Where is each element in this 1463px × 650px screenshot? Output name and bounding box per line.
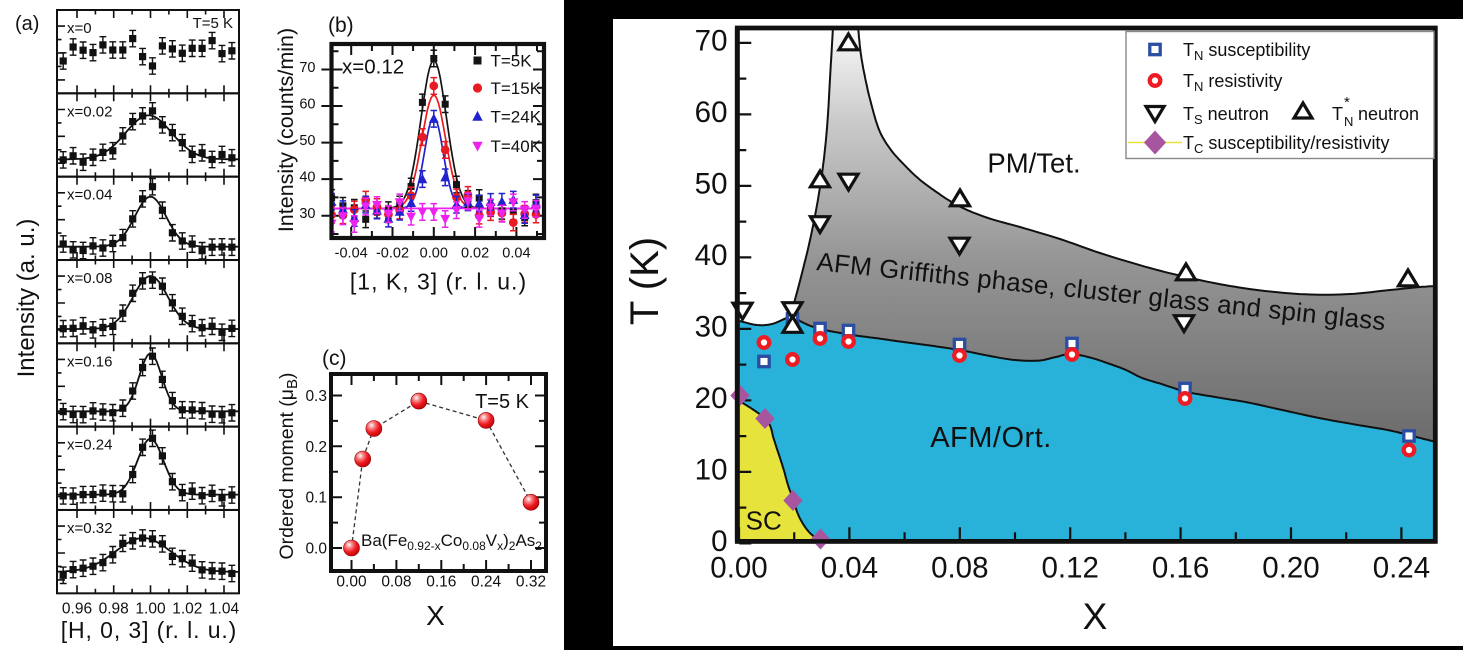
svg-text:0.08: 0.08 bbox=[381, 574, 411, 591]
svg-text:40: 40 bbox=[299, 170, 315, 186]
svg-text:TN susceptibility: TN susceptibility bbox=[1183, 40, 1310, 63]
svg-text:60: 60 bbox=[299, 97, 315, 113]
svg-text:10: 10 bbox=[695, 453, 728, 486]
svg-text:Ordered moment (μB): Ordered moment (μB) bbox=[276, 372, 301, 559]
svg-text:SC: SC bbox=[746, 506, 782, 536]
svg-text:0.2: 0.2 bbox=[305, 439, 327, 456]
svg-text:0: 0 bbox=[711, 525, 727, 558]
svg-text:50: 50 bbox=[695, 167, 728, 200]
svg-text:0.3: 0.3 bbox=[305, 388, 327, 405]
svg-text:(a): (a) bbox=[15, 13, 39, 35]
svg-text:T: T bbox=[1332, 104, 1343, 124]
svg-text:1.00: 1.00 bbox=[135, 601, 166, 618]
svg-text:x=0.16: x=0.16 bbox=[67, 353, 112, 370]
svg-text:30: 30 bbox=[299, 206, 315, 222]
svg-text:N: N bbox=[1344, 114, 1353, 129]
svg-text:-0.04: -0.04 bbox=[335, 246, 368, 262]
svg-text:X: X bbox=[1083, 596, 1108, 637]
svg-text:0.00: 0.00 bbox=[336, 574, 367, 591]
svg-text:0.32: 0.32 bbox=[516, 574, 546, 591]
svg-text:0.08: 0.08 bbox=[931, 552, 988, 585]
svg-text:70: 70 bbox=[695, 24, 728, 57]
svg-text:(b): (b) bbox=[328, 14, 354, 37]
svg-text:T (K): T (K) bbox=[623, 237, 667, 325]
svg-text:0.02: 0.02 bbox=[461, 246, 489, 262]
svg-text:X: X bbox=[426, 600, 445, 631]
svg-text:T=24K: T=24K bbox=[491, 108, 542, 127]
svg-text:60: 60 bbox=[695, 96, 728, 129]
svg-text:1.04: 1.04 bbox=[209, 601, 240, 618]
svg-text:0.98: 0.98 bbox=[99, 601, 129, 618]
svg-text:30: 30 bbox=[695, 310, 728, 343]
svg-text:neutron: neutron bbox=[1358, 104, 1419, 124]
svg-text:0.04: 0.04 bbox=[502, 246, 530, 262]
svg-text:T=5K: T=5K bbox=[491, 52, 533, 71]
svg-text:Intensity (a. u.): Intensity (a. u.) bbox=[13, 219, 40, 378]
svg-text:0.96: 0.96 bbox=[62, 601, 92, 618]
svg-text:-0.02: -0.02 bbox=[376, 246, 409, 262]
svg-text:TC susceptibility/resistivity: TC susceptibility/resistivity bbox=[1183, 133, 1389, 156]
svg-text:x=0.02: x=0.02 bbox=[67, 103, 112, 120]
svg-text:40: 40 bbox=[695, 239, 728, 272]
svg-text:0.24: 0.24 bbox=[471, 574, 502, 591]
svg-text:1.02: 1.02 bbox=[172, 601, 202, 618]
svg-text:0.16: 0.16 bbox=[426, 574, 456, 591]
svg-text:PM/Tet.: PM/Tet. bbox=[987, 148, 1080, 179]
svg-text:T=5 K: T=5 K bbox=[193, 15, 233, 32]
svg-text:50: 50 bbox=[299, 133, 315, 149]
svg-text:0.16: 0.16 bbox=[1152, 552, 1209, 585]
svg-text:TS neutron: TS neutron bbox=[1183, 104, 1269, 127]
svg-text:0.04: 0.04 bbox=[821, 552, 878, 585]
svg-text:0.0: 0.0 bbox=[305, 541, 327, 558]
svg-text:Ba(Fe0.92-xCo0.08Vx)2As2: Ba(Fe0.92-xCo0.08Vx)2As2 bbox=[361, 531, 542, 553]
svg-text:x=0.32: x=0.32 bbox=[67, 520, 112, 537]
svg-text:x=0: x=0 bbox=[67, 20, 92, 37]
svg-text:[H, 0, 3] (r. l. u.): [H, 0, 3] (r. l. u.) bbox=[61, 617, 237, 643]
svg-text:TN resistivity: TN resistivity bbox=[1183, 71, 1282, 94]
svg-text:0.00: 0.00 bbox=[420, 246, 448, 262]
svg-text:0.00: 0.00 bbox=[710, 552, 767, 585]
svg-text:0.24: 0.24 bbox=[1373, 552, 1430, 585]
svg-text:T=40K: T=40K bbox=[491, 137, 542, 156]
svg-text:[1, K, 3] (r. l. u.): [1, K, 3] (r. l. u.) bbox=[350, 269, 527, 295]
svg-text:0.1: 0.1 bbox=[305, 490, 327, 507]
svg-text:x=0.08: x=0.08 bbox=[67, 270, 112, 287]
svg-text:20: 20 bbox=[695, 382, 728, 415]
svg-text:Intensity (counts/min): Intensity (counts/min) bbox=[274, 28, 298, 232]
svg-text:(c): (c) bbox=[322, 347, 347, 370]
svg-text:x=0.04: x=0.04 bbox=[67, 187, 112, 204]
svg-text:x=0.24: x=0.24 bbox=[67, 437, 112, 454]
svg-text:T=15K: T=15K bbox=[491, 79, 542, 98]
svg-text:0.12: 0.12 bbox=[1041, 552, 1098, 585]
svg-text:0.20: 0.20 bbox=[1262, 552, 1319, 585]
svg-text:x=0.12: x=0.12 bbox=[342, 56, 404, 79]
svg-text:*: * bbox=[1344, 94, 1350, 111]
svg-text:AFM/Ort.: AFM/Ort. bbox=[930, 422, 1052, 454]
svg-text:T=5 K: T=5 K bbox=[475, 391, 530, 413]
svg-text:70: 70 bbox=[299, 60, 315, 76]
